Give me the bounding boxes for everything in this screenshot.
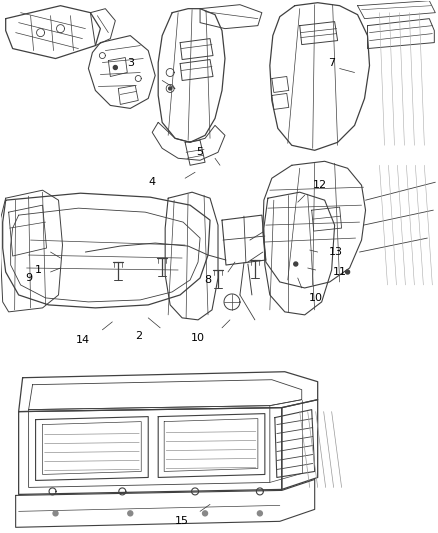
Text: 13: 13 [328, 247, 343, 257]
Text: 14: 14 [75, 335, 89, 345]
Circle shape [128, 511, 133, 516]
Circle shape [346, 270, 350, 274]
Text: 10: 10 [309, 293, 323, 303]
Text: 7: 7 [328, 58, 335, 68]
Circle shape [294, 262, 298, 266]
Circle shape [202, 511, 208, 516]
Text: 10: 10 [191, 333, 205, 343]
Text: 2: 2 [135, 331, 142, 341]
Text: 12: 12 [313, 180, 327, 190]
Text: 5: 5 [197, 147, 204, 157]
Text: 4: 4 [148, 177, 156, 187]
Text: 3: 3 [127, 58, 134, 68]
Text: 1: 1 [35, 265, 42, 275]
Text: 11: 11 [332, 267, 346, 277]
Circle shape [258, 511, 262, 516]
Circle shape [169, 87, 172, 90]
Text: 8: 8 [205, 275, 212, 285]
Text: 9: 9 [25, 273, 32, 283]
Circle shape [113, 66, 117, 69]
Circle shape [53, 511, 58, 516]
Text: 15: 15 [175, 516, 189, 526]
